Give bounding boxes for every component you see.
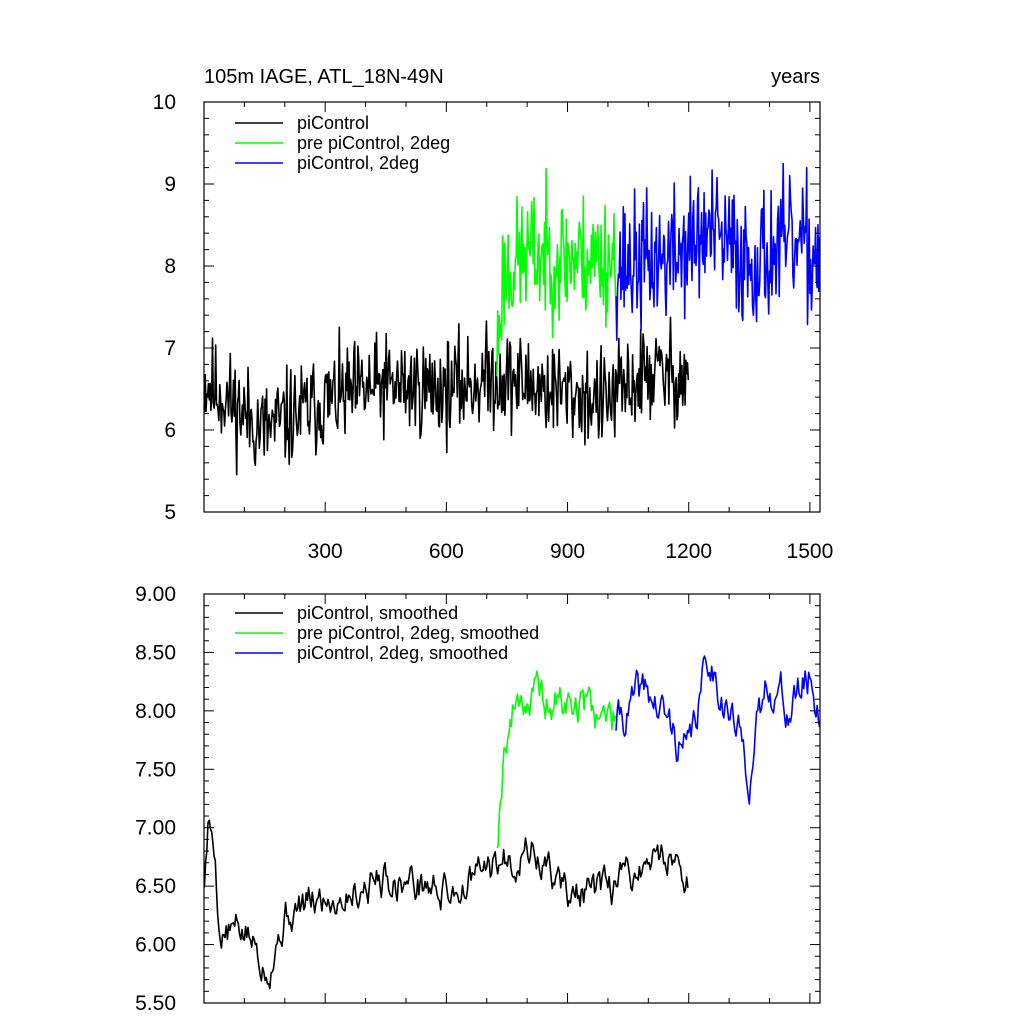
legend-entry: pre piControl, 2deg (297, 133, 450, 153)
y-tick-label: 9.00 (135, 583, 176, 606)
legend-entry: piControl, 2deg, smoothed (297, 643, 508, 663)
y-tick-label: 6.00 (135, 934, 176, 957)
series-line-2 (496, 168, 617, 377)
series-line-2 (496, 670, 617, 849)
chart-title-units: years (771, 66, 820, 88)
plot-frame (203, 101, 821, 513)
y-tick-label: 7.50 (135, 758, 176, 781)
y-tick-label: 8.00 (135, 700, 176, 723)
top-series-group (204, 162, 820, 476)
bottom-series-group (204, 655, 820, 990)
y-tick-label: 7.00 (135, 817, 176, 840)
y-tick-label: 6 (164, 419, 176, 442)
x-tick-label: 300 (308, 540, 343, 563)
legend-entry: piControl, 2deg (297, 153, 419, 173)
legend-entry: piControl (297, 113, 369, 133)
y-tick-label: 7 (164, 337, 176, 360)
y-tick-label: 8.50 (135, 641, 176, 664)
chart-title: 105m IAGE, ATL_18N-49N (204, 66, 444, 88)
series-line-3 (615, 162, 820, 341)
x-tick-label: 900 (550, 540, 585, 563)
y-tick-label: 5 (164, 501, 176, 524)
y-tick-label: 8 (164, 255, 176, 278)
y-tick-label: 6.50 (135, 875, 176, 898)
top-chart-panel: 105m IAGE, ATL_18N-49N years 300 600 900 12… (153, 66, 834, 563)
y-tick-label: 5.50 (135, 992, 176, 1015)
y-tick-label: 9 (164, 173, 176, 196)
bottom-axes-group: 5.50 6.00 6.50 7.00 7.50 8.00 8.50 9.00 (135, 583, 821, 1015)
top-axes-group: 300 600 900 1200 1500 5 6 7 8 9 10 (153, 91, 834, 563)
series-line-3 (615, 655, 820, 805)
x-tick-label: 1500 (787, 540, 834, 563)
legend-entry: piControl, smoothed (297, 603, 458, 623)
x-tick-label: 600 (429, 540, 464, 563)
y-tick-label: 10 (153, 91, 176, 114)
series-line-1 (204, 316, 690, 476)
plot-frame (203, 593, 821, 1004)
bottom-chart-panel: 5.50 6.00 6.50 7.00 7.50 8.00 8.50 9.00 piContr… (135, 583, 821, 1015)
legend-entry: pre piControl, 2deg, smoothed (297, 623, 539, 643)
x-tick-label: 1200 (665, 540, 712, 563)
series-line-1 (204, 819, 689, 990)
